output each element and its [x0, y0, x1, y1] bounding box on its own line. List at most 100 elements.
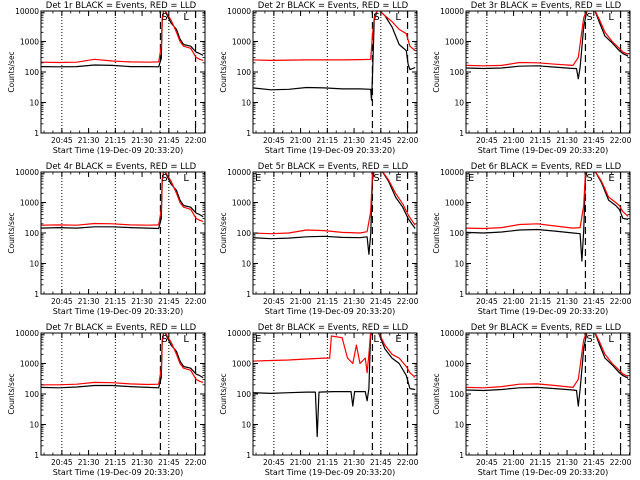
event-marker-letter: L: [608, 334, 614, 345]
plot-frame: [465, 332, 631, 456]
series-lld-line: [253, 333, 416, 378]
y-axis-label: Counts/sec: [7, 212, 16, 253]
y-tick-label: 1000: [20, 38, 39, 47]
y-tick-label: 1: [246, 451, 251, 460]
event-marker-letter: E: [255, 334, 261, 345]
x-tick-label: 21:15: [530, 136, 552, 145]
y-tick-label: 100: [237, 390, 252, 399]
event-marker-letter: E: [608, 173, 614, 184]
y-tick-label: 10000: [440, 7, 464, 16]
y-tick-label: 1: [246, 129, 251, 138]
y-tick-label: 1000: [20, 199, 39, 208]
x-tick-label: 21:00: [503, 458, 525, 467]
x-tick-label: 21:00: [503, 136, 525, 145]
x-tick-label: 21:45: [370, 297, 392, 306]
x-axis-label: Start Time (19-Dec-09 20:33:20): [478, 146, 609, 155]
plot-frame: [465, 10, 631, 134]
y-tick-label: 10: [29, 421, 39, 430]
x-tick-label: 20:45: [263, 458, 285, 467]
x-tick-label: 21:15: [317, 136, 339, 145]
event-marker-letter: S: [586, 173, 592, 184]
x-tick-label: 21:30: [343, 136, 365, 145]
x-tick-label: 21:30: [78, 458, 100, 467]
y-tick-label: 10: [29, 99, 39, 108]
y-tick-label: 1: [34, 290, 39, 299]
event-marker-letter: S: [373, 173, 379, 184]
x-tick-label: 22:00: [610, 458, 632, 467]
x-tick-label: 21:30: [556, 297, 578, 306]
event-marker-letter: E: [468, 173, 474, 184]
y-axis-label: Counts/sec: [7, 51, 16, 92]
plot-area: [253, 11, 416, 133]
plot-area: [466, 11, 629, 133]
series-events-line: [253, 172, 416, 255]
x-tick-label: 21:15: [530, 297, 552, 306]
event-marker-letter: E: [255, 173, 261, 184]
x-tick-label: 21:15: [317, 458, 339, 467]
x-tick-label: 20:45: [263, 136, 285, 145]
x-tick-label: 21:15: [530, 458, 552, 467]
x-axis-label: Start Time (19-Dec-09 20:33:20): [478, 307, 609, 316]
y-tick-label: 100: [25, 68, 40, 77]
panel-title: Det 8r BLACK = Events, RED = LLD: [258, 323, 409, 333]
y-tick-label: 100: [237, 229, 252, 238]
x-tick-label: 21:45: [583, 458, 605, 467]
x-axis-label: Start Time (19-Dec-09 20:33:20): [265, 468, 396, 477]
x-tick-label: 21:30: [556, 136, 578, 145]
event-marker-letter: S: [373, 12, 379, 23]
y-tick-label: 1000: [445, 199, 464, 208]
plot-area: [41, 333, 204, 455]
event-marker-letter: S: [161, 173, 167, 184]
x-tick-label: 21:15: [105, 297, 127, 306]
x-tick-label: 22:00: [185, 458, 207, 467]
x-axis-label: Start Time (19-Dec-09 20:33:20): [265, 307, 396, 316]
x-tick-label: 21:30: [131, 458, 153, 467]
y-tick-label: 1000: [232, 360, 251, 369]
x-tick-label: 22:00: [610, 297, 632, 306]
x-tick-label: 21:30: [131, 297, 153, 306]
x-tick-label: 21:45: [370, 136, 392, 145]
x-tick-label: 21:15: [105, 136, 127, 145]
y-tick-label: 10000: [15, 329, 39, 338]
y-tick-label: 1000: [232, 38, 251, 47]
plot-frame: [40, 332, 206, 456]
plot-area: [466, 172, 629, 294]
event-marker-letter: S: [586, 12, 592, 23]
x-tick-label: 20:45: [51, 458, 73, 467]
x-tick-label: 21:00: [290, 297, 312, 306]
series-events-line: [253, 333, 416, 438]
y-tick-label: 1000: [20, 360, 39, 369]
y-axis-label: Counts/sec: [432, 212, 441, 253]
event-marker-letter: L: [608, 12, 614, 23]
y-tick-label: 100: [25, 229, 40, 238]
y-axis-label: Counts/sec: [432, 373, 441, 414]
x-tick-label: 22:00: [185, 136, 207, 145]
plot-area: [41, 172, 204, 294]
y-tick-label: 1: [459, 290, 464, 299]
y-tick-label: 10000: [227, 329, 251, 338]
plot-frame: [40, 10, 206, 134]
x-tick-label: 21:45: [158, 136, 180, 145]
panel-title: Det 5r BLACK = Events, RED = LLD: [258, 162, 409, 172]
y-tick-label: 10000: [227, 7, 251, 16]
x-tick-label: 21:45: [370, 458, 392, 467]
plot-area: [41, 11, 204, 133]
x-tick-label: 21:15: [105, 458, 127, 467]
y-axis-label: Counts/sec: [219, 51, 228, 92]
series-lld-line: [253, 11, 416, 62]
y-tick-label: 10000: [440, 168, 464, 177]
x-tick-label: 22:00: [397, 297, 419, 306]
x-tick-label: 21:30: [78, 136, 100, 145]
y-tick-label: 1: [459, 129, 464, 138]
x-tick-label: 20:45: [476, 458, 498, 467]
event-marker-letter: L: [183, 173, 189, 184]
series-events-line: [466, 172, 629, 262]
series-lld-line: [41, 172, 204, 226]
panel-title: Det 9r BLACK = Events, RED = LLD: [471, 323, 622, 333]
